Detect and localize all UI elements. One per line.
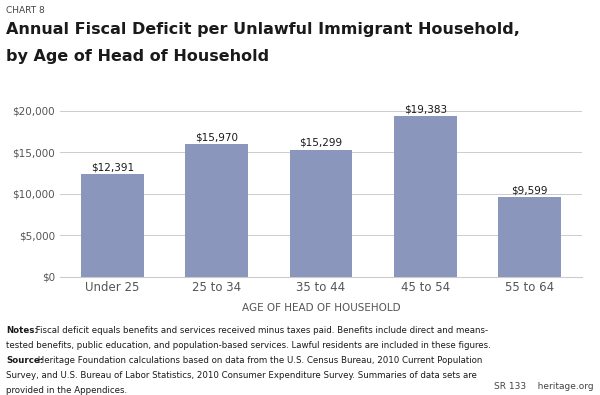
Text: tested benefits, public education, and population-based services. Lawful residen: tested benefits, public education, and p… <box>6 341 491 350</box>
Text: Heritage Foundation calculations based on data from the U.S. Census Bureau, 2010: Heritage Foundation calculations based o… <box>35 356 483 365</box>
Text: Fiscal deficit equals benefits and services received minus taxes paid. Benefits : Fiscal deficit equals benefits and servi… <box>33 326 488 335</box>
Bar <box>290 150 352 276</box>
Text: Survey, and U.S. Bureau of Labor Statistics, 2010 Consumer Expenditure Survey. S: Survey, and U.S. Bureau of Labor Statist… <box>6 371 477 380</box>
Text: $19,383: $19,383 <box>404 104 447 114</box>
Text: $15,970: $15,970 <box>195 132 238 142</box>
Text: $12,391: $12,391 <box>91 162 134 172</box>
X-axis label: AGE OF HEAD OF HOUSEHOLD: AGE OF HEAD OF HOUSEHOLD <box>242 303 400 313</box>
Text: Annual Fiscal Deficit per Unlawful Immigrant Household,: Annual Fiscal Deficit per Unlawful Immig… <box>6 22 520 37</box>
Bar <box>394 116 457 276</box>
Bar <box>81 174 143 276</box>
Bar <box>499 197 561 276</box>
Text: CHART 8: CHART 8 <box>6 6 45 15</box>
Text: SR 133    heritage.org: SR 133 heritage.org <box>494 382 594 391</box>
Text: by Age of Head of Household: by Age of Head of Household <box>6 49 269 64</box>
Text: $15,299: $15,299 <box>299 138 343 148</box>
Text: Notes:: Notes: <box>6 326 38 335</box>
Text: $9,599: $9,599 <box>512 185 548 195</box>
Text: Source:: Source: <box>6 356 43 365</box>
Text: provided in the Appendices.: provided in the Appendices. <box>6 386 127 395</box>
Bar <box>185 144 248 276</box>
